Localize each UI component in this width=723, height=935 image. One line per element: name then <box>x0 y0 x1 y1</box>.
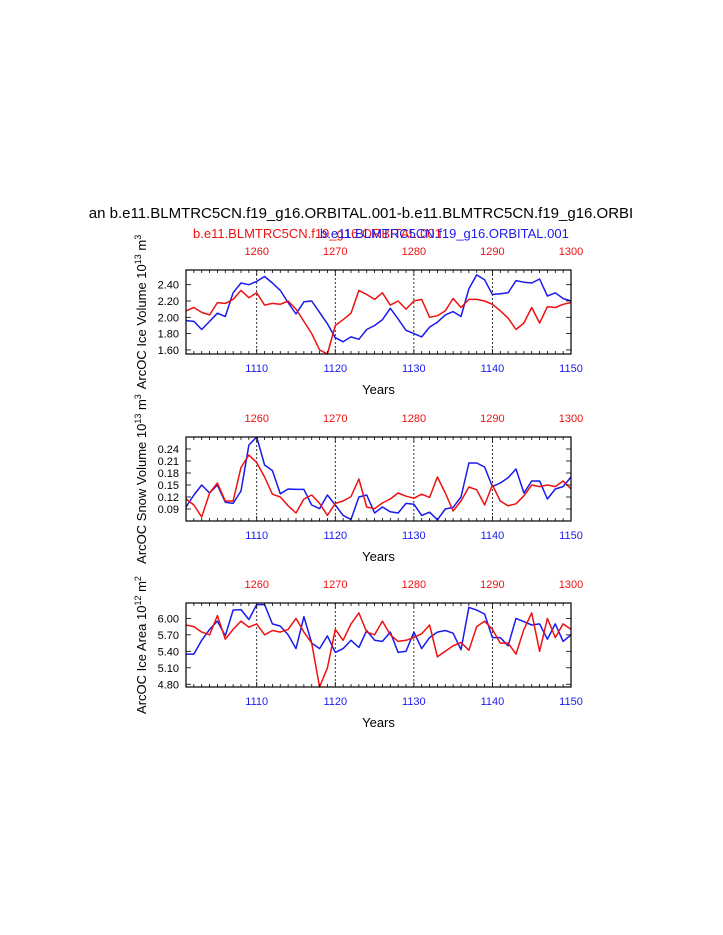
y-tick-label: 1.80 <box>158 329 179 341</box>
x-tick-label: 1120 <box>323 530 347 542</box>
chart-panels: 1110 1120 1130 1140 1150 1260 1270 1280 1290 1300… <box>133 235 583 730</box>
y-tick-label: 5.40 <box>158 646 179 658</box>
y-label-exponent: 13 <box>133 414 143 424</box>
y-tick-label: 0.18 <box>158 468 179 480</box>
panel-2: 1110 1120 1130 1140 1150 1260 1270 1280 1290 1300… <box>133 394 583 564</box>
series-line-blue <box>186 603 572 655</box>
top-x-tick-label: 1300 <box>559 579 583 591</box>
y-axis-label: ArcOC Ice Area 1012 m2 <box>133 576 149 714</box>
y-tick-label: 5.10 <box>158 663 179 675</box>
series-line-blue <box>185 436 572 521</box>
top-x-tick-label: 1260 <box>244 413 268 425</box>
y-tick-label: 0.15 <box>158 480 179 492</box>
y-label-exponent: 3 <box>133 394 143 399</box>
top-x-tick-label: 1260 <box>244 246 268 258</box>
y-label-exponent: 2 <box>133 576 143 581</box>
series-line-red <box>185 612 572 688</box>
y-label-exponent: 13 <box>133 254 143 264</box>
panel-3: 1110 1120 1130 1140 1150 1260 1270 1280 1290 1300… <box>133 576 583 730</box>
y-label-exponent: 3 <box>133 235 143 240</box>
top-x-tick-label: 1270 <box>323 579 347 591</box>
y-tick-label: 2.20 <box>158 296 179 308</box>
x-tick-label: 1130 <box>402 530 426 542</box>
chart-title: an b.e11.BLMTRC5CN.f19_g16.ORBITAL.001-b… <box>89 205 633 222</box>
x-axis-label: Years <box>362 382 395 397</box>
plot-frame <box>185 269 572 355</box>
y-tick-label: 2.00 <box>158 312 179 324</box>
y-tick-label: 4.80 <box>158 679 179 691</box>
series-line-blue <box>185 274 572 343</box>
y-label-text: m <box>134 581 149 595</box>
y-tick-label: 0.21 <box>158 456 179 468</box>
x-tick-label: 1120 <box>323 696 347 708</box>
x-tick-label: 1150 <box>559 696 583 708</box>
y-tick-label: 0.09 <box>158 504 179 516</box>
y-tick-label: 0.24 <box>158 444 179 456</box>
series-line-red <box>185 289 572 355</box>
x-tick-label: 1110 <box>245 363 268 375</box>
top-x-tick-label: 1290 <box>480 413 504 425</box>
legend-red-label: b.e11.BLMTRC5CN.f19_g16.ORBITAL.001 <box>193 226 442 241</box>
top-x-tick-label: 1280 <box>402 413 426 425</box>
y-label-text: ArcOC Ice Area 10 <box>134 606 149 714</box>
y-axis-label: ArcOC Snow Volume 1013 m3 <box>133 394 149 564</box>
y-label-text: ArcOC Ice Volume 10 <box>134 264 149 389</box>
y-label-exponent: 12 <box>133 596 143 606</box>
series-line-red <box>185 454 572 518</box>
y-label-text: ArcOC Snow Volume 10 <box>134 424 149 564</box>
plot-frame <box>185 602 572 688</box>
x-axis-label: Years <box>362 715 395 730</box>
y-axis-label: ArcOC Ice Volume 1013 m3 <box>133 235 149 389</box>
top-x-tick-label: 1290 <box>480 579 504 591</box>
x-tick-label: 1150 <box>559 530 583 542</box>
y-label-text: m <box>134 399 149 413</box>
y-tick-label: 5.70 <box>158 630 179 642</box>
top-x-tick-label: 1300 <box>559 413 583 425</box>
x-tick-label: 1140 <box>481 530 505 542</box>
y-tick-label: 0.12 <box>158 492 179 504</box>
top-x-tick-label: 1260 <box>244 579 268 591</box>
x-tick-label: 1110 <box>245 530 268 542</box>
top-x-tick-label: 1280 <box>402 579 426 591</box>
x-axis-label: Years <box>362 549 395 564</box>
top-x-tick-label: 1290 <box>480 246 504 258</box>
y-tick-label: 2.40 <box>158 280 179 292</box>
x-tick-label: 1140 <box>481 363 505 375</box>
panel-1: 1110 1120 1130 1140 1150 1260 1270 1280 1290 1300… <box>133 235 583 397</box>
plot-frame <box>185 436 572 522</box>
x-tick-label: 1120 <box>323 363 347 375</box>
x-tick-label: 1130 <box>402 363 426 375</box>
top-x-tick-label: 1300 <box>559 246 583 258</box>
legend-blue-label: b.e11.BLMTRC5CN.f19_g16.ORBITAL.001 <box>320 226 569 241</box>
top-x-tick-label: 1270 <box>323 246 347 258</box>
x-tick-label: 1140 <box>481 696 505 708</box>
y-tick-label: 1.60 <box>158 345 179 357</box>
x-tick-label: 1150 <box>559 363 583 375</box>
y-label-text: m <box>134 240 149 254</box>
y-tick-label: 6.00 <box>158 613 179 625</box>
top-x-tick-label: 1280 <box>402 246 426 258</box>
x-tick-label: 1130 <box>402 696 426 708</box>
x-tick-label: 1110 <box>245 696 268 708</box>
top-x-tick-label: 1270 <box>323 413 347 425</box>
